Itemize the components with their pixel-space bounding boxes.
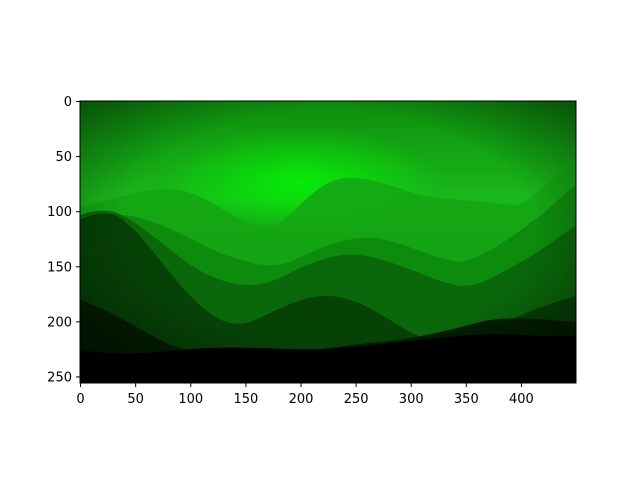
landscape-image [80, 101, 576, 383]
x-tick-label: 50 [127, 392, 144, 407]
y-tick-label: 50 [55, 150, 72, 165]
x-tick-label: 300 [399, 392, 424, 407]
y-axis: 0 50 100 150 200 250 [47, 95, 80, 385]
vignette [80, 101, 576, 383]
x-tick-label: 350 [454, 392, 479, 407]
axes-frame [79, 100, 577, 384]
y-tick-label: 0 [64, 95, 72, 110]
x-tick-label: 100 [178, 392, 203, 407]
x-tick-label: 150 [233, 392, 258, 407]
y-tick-label: 100 [47, 205, 72, 220]
x-tick-label: 250 [344, 392, 369, 407]
x-tick-label: 0 [76, 392, 84, 407]
x-tick-label: 400 [509, 392, 534, 407]
y-tick-label: 250 [47, 370, 72, 385]
y-tick-label: 150 [47, 260, 72, 275]
x-axis: 0 50 100 150 200 250 300 350 400 [76, 383, 534, 407]
y-tick-label: 200 [47, 315, 72, 330]
x-tick-label: 200 [289, 392, 314, 407]
